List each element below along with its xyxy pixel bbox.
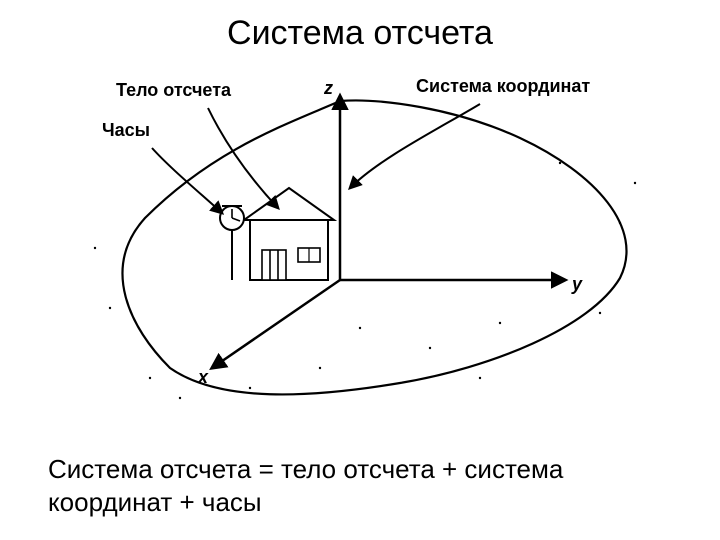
axis-x-label: x: [197, 367, 209, 387]
reference-frame-diagram: z y x Тело отсчета Часы Система координа…: [60, 68, 660, 408]
label-body: Тело отсчета: [116, 80, 232, 100]
caption-text: Система отсчета = тело отсчета + система…: [48, 453, 668, 518]
clock-icon: [220, 206, 244, 280]
house-icon: [244, 188, 334, 280]
axis-z-label: z: [323, 78, 333, 98]
page-title: Система отсчета: [0, 14, 720, 53]
arrow-body: [208, 108, 278, 208]
label-coords: Система координат: [416, 76, 590, 96]
label-clock: Часы: [102, 120, 150, 140]
arrow-clock: [152, 148, 222, 213]
axis-x: [212, 280, 340, 368]
region-outline: [123, 100, 627, 394]
axis-y-label: y: [571, 274, 583, 294]
